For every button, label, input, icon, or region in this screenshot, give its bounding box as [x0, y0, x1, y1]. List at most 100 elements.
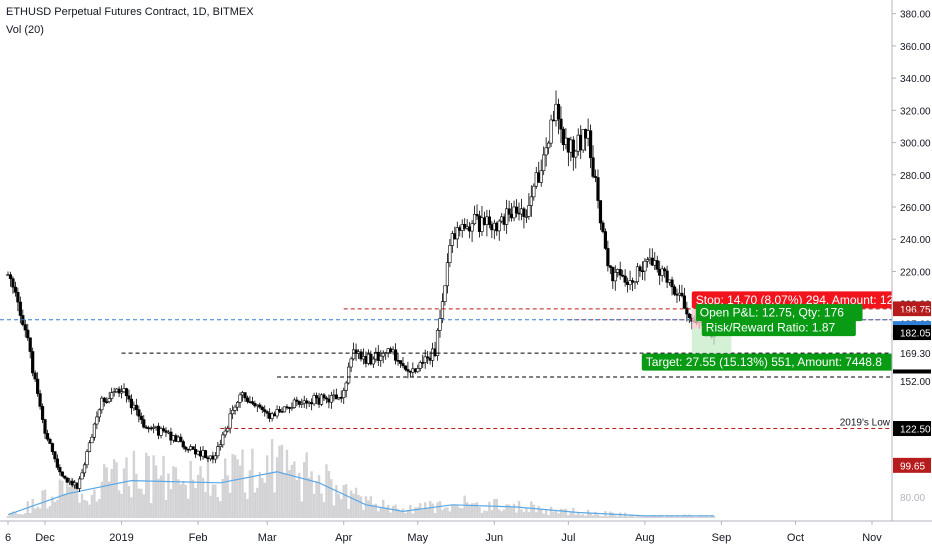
volume-bar — [19, 514, 22, 518]
volume-bar — [594, 511, 597, 518]
volume-bar — [204, 492, 207, 518]
volume-bar — [485, 511, 489, 518]
volume-bar — [24, 513, 27, 518]
volume-bar — [663, 516, 666, 518]
risk-reward-label-bg[interactable] — [701, 319, 856, 337]
candle-body — [8, 274, 13, 279]
volume-bar — [626, 516, 629, 518]
volume-bar — [638, 515, 642, 518]
candle-body — [90, 436, 94, 444]
volume-bar — [512, 503, 516, 518]
time-tick-label: May — [407, 532, 428, 544]
volume-bar — [327, 471, 331, 518]
candle-body — [685, 307, 689, 315]
time-tick-label: Nov — [862, 532, 882, 544]
candle-body — [295, 399, 299, 402]
time-tick-label: Aug — [635, 532, 655, 544]
candle-body — [107, 398, 111, 402]
volume-bar — [562, 509, 565, 518]
volume-bar — [354, 487, 358, 518]
volume-bar — [307, 477, 311, 518]
volume-bar — [554, 510, 558, 518]
volume-bar — [537, 506, 540, 518]
candle-body — [403, 365, 408, 370]
volume-bar — [362, 509, 365, 518]
volume-bar — [31, 499, 34, 518]
candle-body — [105, 401, 109, 403]
candle-body — [630, 280, 635, 283]
candle-body — [539, 170, 543, 183]
candle-body — [181, 441, 185, 448]
volume-bar — [658, 514, 661, 518]
candle-body — [260, 406, 264, 410]
candle-body — [92, 423, 96, 438]
open-pnl-label[interactable]: Open P&L: 12.75, Qty: 176 — [700, 306, 844, 320]
volume-bar — [85, 500, 89, 518]
candle-body — [129, 398, 134, 409]
target-label-bg[interactable] — [641, 353, 917, 371]
volume-bar — [411, 513, 415, 518]
candle-body — [329, 395, 333, 403]
candle-body — [334, 394, 338, 400]
volume-bar — [100, 481, 104, 518]
candle-body — [77, 478, 82, 489]
volume-legend[interactable]: Vol (20) — [6, 24, 44, 36]
volume-bar — [670, 515, 674, 518]
candle-body — [601, 222, 605, 232]
volume-bar — [108, 481, 111, 518]
volume-bar — [372, 504, 375, 518]
candle-body — [522, 208, 526, 217]
candle-body — [682, 295, 686, 309]
volume-bar — [458, 507, 461, 518]
volume-bar — [436, 502, 439, 518]
volume-bar — [83, 499, 86, 518]
candle-body — [621, 274, 625, 277]
volume-bar — [367, 500, 370, 518]
candle-body — [33, 372, 37, 380]
volume-bar — [261, 477, 264, 518]
short-position-tool[interactable]: Stop: 14.70 (8.07%) 294, Amount: 12.8Ope… — [641, 291, 932, 371]
volume-bar — [95, 501, 99, 518]
candle-body — [561, 128, 566, 145]
volume-bar — [547, 514, 550, 518]
candle-body — [547, 142, 551, 149]
volume-bar — [53, 501, 57, 518]
volume-bar — [16, 514, 20, 518]
volume-bar — [690, 515, 693, 518]
volume-bar — [564, 508, 568, 518]
stop-label[interactable]: Stop: 14.70 (8.07%) 294, Amount: 12.8 — [696, 293, 904, 307]
candle-body — [529, 196, 533, 206]
volume-bar — [705, 515, 708, 518]
target-label[interactable]: Target: 27.55 (15.13%) 551, Amount: 7448… — [646, 355, 882, 369]
price-tag-bg — [893, 325, 931, 341]
candle-body — [342, 390, 346, 399]
volume-bar — [557, 513, 560, 518]
volume-bar — [142, 494, 145, 518]
risk-reward-label[interactable]: Risk/Reward Ratio: 1.87 — [706, 321, 836, 335]
candle-body — [23, 324, 27, 331]
candle-body — [418, 362, 422, 369]
candle-body — [48, 438, 52, 444]
candle-body — [87, 442, 92, 452]
candle-body — [100, 397, 104, 411]
open-pnl-label-bg[interactable] — [695, 304, 863, 322]
candle-body — [45, 433, 50, 440]
volume-bar — [384, 507, 387, 518]
volume-bar — [369, 496, 373, 518]
volume-bar — [172, 466, 175, 518]
candle-body — [40, 406, 45, 420]
volume-bar — [653, 514, 656, 518]
volume-bar — [498, 509, 501, 518]
symbol-legend[interactable]: ETHUSD Perpetual Futures Contract, 1D, B… — [6, 6, 254, 18]
candle-body — [290, 407, 294, 409]
volume-bar — [258, 471, 261, 518]
volume-bar — [675, 515, 679, 518]
volume-bar — [599, 516, 602, 518]
volume-bar — [9, 513, 12, 518]
candle-body — [231, 409, 235, 415]
volume-bar — [21, 514, 25, 518]
volume-bar — [515, 512, 518, 518]
candle-body — [532, 185, 536, 198]
candle-body — [593, 176, 598, 178]
